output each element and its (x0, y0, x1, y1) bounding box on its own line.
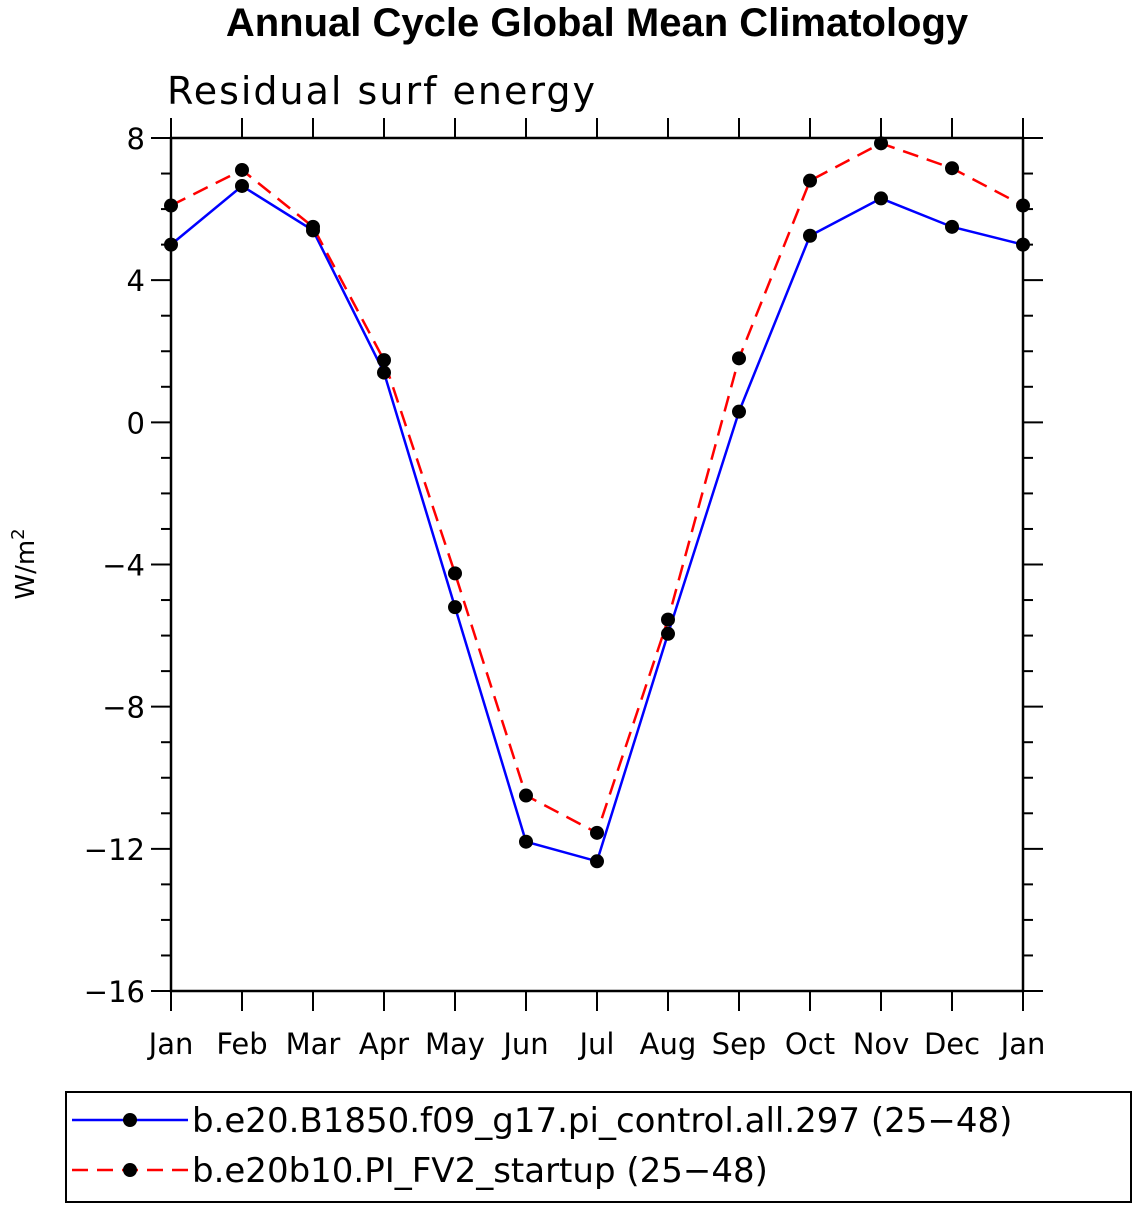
y-tick-label: −4 (102, 549, 145, 583)
series-2-point (1016, 198, 1030, 213)
y-tick-label: 8 (127, 122, 145, 156)
legend-marker-1 (123, 1113, 137, 1127)
series-1-point (590, 854, 604, 869)
y-tick-label: 0 (127, 406, 145, 440)
y-axis-ticks: 8 4 0 −4 −8 −12 −16 (84, 122, 1043, 1009)
minor-ticks (161, 172, 1033, 957)
chart-subtitle: Residual surf energy (167, 69, 597, 113)
series-1-point (1016, 237, 1030, 252)
legend-marker-2 (123, 1163, 137, 1177)
x-axis-ticks: Jan Feb Mar Apr May Jun Jul Aug Sep Oct Nov Dec Jan (147, 118, 1046, 1061)
series-2-point (306, 219, 320, 234)
y-tick-label: −16 (84, 975, 145, 1009)
y-tick-label: 4 (127, 264, 145, 298)
series-1-point (448, 600, 462, 615)
x-tick-label: Oct (785, 1027, 835, 1061)
series-1-point (235, 178, 249, 193)
legend: b.e20.B1850.f09_g17.pi_control.all.297 (… (72, 1101, 1012, 1191)
series-line-2 (170, 141, 1024, 835)
series-1-point (661, 626, 675, 641)
x-tick-label: Jul (578, 1027, 615, 1061)
series-2-point (164, 198, 178, 213)
legend-box (65, 1091, 1132, 1203)
series-2-point (448, 566, 462, 581)
y-axis-label: W/m2 (8, 528, 41, 599)
series-1-point (732, 404, 746, 419)
x-tick-label: Nov (853, 1027, 910, 1061)
chart-title: Annual Cycle Global Mean Climatology (226, 1, 969, 45)
series-1-point (519, 834, 533, 849)
series-1-point (874, 191, 888, 206)
y-tick-label: −8 (102, 691, 145, 725)
series-2-point (590, 825, 604, 840)
x-tick-label: Feb (216, 1027, 267, 1061)
x-tick-label: Aug (640, 1027, 697, 1061)
series-1-point (377, 365, 391, 380)
legend-label-1: b.e20.B1850.f09_g17.pi_control.all.297 (… (192, 1101, 1012, 1141)
x-tick-label: May (425, 1027, 485, 1061)
series-2-point (519, 788, 533, 803)
series-line-1 (170, 184, 1024, 863)
series-1-point (164, 237, 178, 252)
x-tick-label: Sep (712, 1027, 767, 1061)
series-2-point (235, 162, 249, 177)
series-2-point (377, 353, 391, 368)
x-tick-label: Dec (924, 1027, 980, 1061)
series-2-point (945, 161, 959, 176)
x-tick-label: Apr (359, 1027, 409, 1061)
series-2-point (874, 136, 888, 151)
x-tick-label: Jan (999, 1027, 1046, 1061)
series-1-point (945, 219, 959, 234)
y-tick-label: −12 (84, 833, 145, 867)
legend-label-2: b.e20b10.PI_FV2_startup (25−48) (192, 1151, 768, 1191)
x-tick-label: Mar (286, 1027, 341, 1061)
series-2-point (803, 173, 817, 188)
series-2-point (732, 351, 746, 366)
series-2-point (661, 612, 675, 627)
x-tick-label: Jun (501, 1027, 548, 1061)
series-1-point (803, 228, 817, 243)
x-tick-label: Jan (147, 1027, 194, 1061)
series-layer (164, 136, 1030, 869)
